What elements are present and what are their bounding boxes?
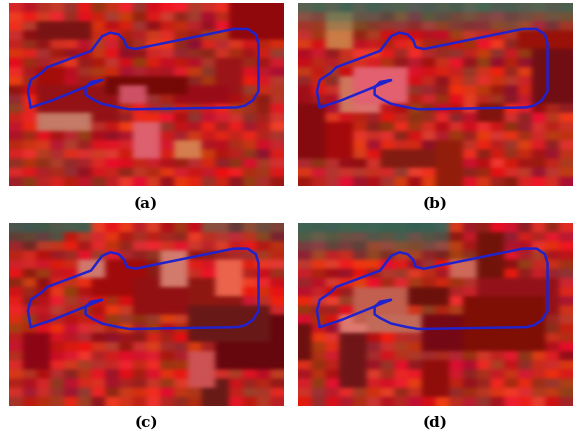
Text: (c): (c) bbox=[134, 415, 158, 429]
Text: (d): (d) bbox=[422, 415, 447, 429]
Text: (b): (b) bbox=[422, 196, 447, 210]
Text: (a): (a) bbox=[134, 196, 158, 210]
